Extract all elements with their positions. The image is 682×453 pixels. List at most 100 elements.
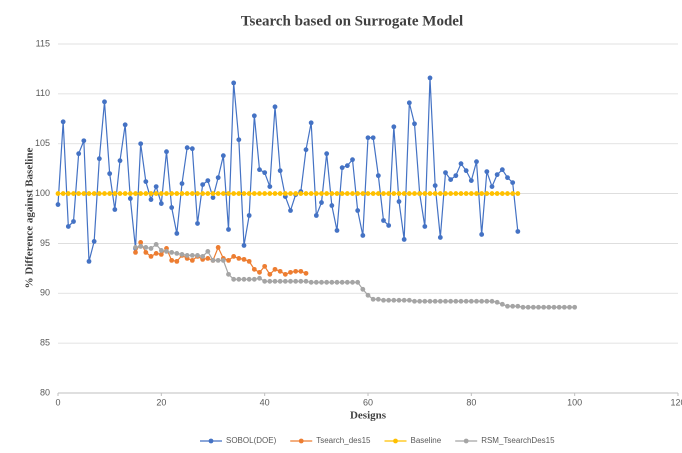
data-point — [288, 269, 293, 275]
data-point — [112, 191, 118, 196]
legend-item: RSM_TsearchDes15 — [455, 436, 555, 445]
data-point — [226, 271, 231, 277]
data-point — [427, 298, 433, 304]
data-point — [370, 296, 376, 302]
data-point — [267, 271, 273, 277]
data-point — [319, 191, 324, 196]
data-point — [293, 278, 299, 284]
data-point — [313, 213, 319, 218]
data-point — [153, 191, 159, 196]
data-point — [474, 159, 479, 165]
data-point — [412, 191, 417, 196]
data-point — [272, 278, 278, 284]
data-point — [277, 278, 283, 284]
series-line — [57, 77, 519, 262]
data-point — [91, 191, 97, 196]
data-point — [148, 197, 154, 202]
data-point — [272, 104, 278, 110]
data-point — [417, 191, 423, 196]
data-point — [520, 304, 526, 310]
data-point — [499, 301, 505, 307]
data-point — [117, 191, 123, 196]
data-point — [437, 235, 443, 240]
data-point — [179, 251, 185, 257]
data-point — [86, 258, 92, 264]
x-axis-label: Designs — [350, 410, 387, 422]
series-line — [135, 243, 575, 308]
data-point — [210, 195, 216, 200]
data-point — [81, 138, 87, 144]
data-point — [412, 121, 417, 127]
data-point — [551, 304, 557, 310]
data-point — [401, 297, 407, 303]
data-point — [122, 191, 128, 196]
legend-marker — [463, 438, 469, 444]
data-point — [375, 191, 381, 196]
data-point — [91, 239, 97, 244]
data-point — [241, 191, 247, 196]
data-point — [505, 303, 510, 309]
data-point — [148, 246, 154, 251]
data-point — [251, 276, 257, 282]
data-point — [112, 207, 118, 212]
data-point — [210, 257, 216, 263]
data-point — [257, 167, 262, 173]
data-point — [443, 298, 448, 304]
data-point — [303, 147, 309, 153]
data-point — [484, 298, 490, 304]
data-point — [195, 252, 200, 258]
data-point — [334, 279, 340, 285]
data-point — [117, 158, 123, 164]
data-point — [133, 191, 138, 196]
data-point — [339, 165, 345, 171]
data-point — [370, 191, 376, 196]
data-point — [288, 278, 293, 284]
data-point — [169, 205, 175, 210]
data-point — [195, 191, 200, 196]
data-point — [226, 257, 231, 263]
data-point — [158, 201, 164, 206]
data-point — [169, 250, 175, 255]
data-point — [375, 173, 381, 179]
data-point — [138, 141, 144, 147]
data-point — [324, 191, 330, 196]
data-point — [339, 279, 345, 285]
data-point — [468, 191, 474, 196]
data-point — [277, 191, 283, 196]
x-tick-label: 80 — [466, 397, 476, 407]
data-point — [257, 275, 262, 281]
data-point — [350, 191, 355, 196]
data-point — [505, 175, 510, 181]
data-point — [236, 137, 242, 143]
data-point — [453, 298, 459, 304]
data-point — [143, 245, 149, 250]
data-point — [65, 224, 71, 229]
data-point — [226, 227, 231, 232]
data-point — [572, 304, 578, 310]
data-point — [133, 250, 138, 255]
y-axis-label: % Difference against Baseline — [24, 148, 36, 289]
data-point — [458, 161, 464, 167]
data-point — [215, 175, 221, 181]
data-point — [236, 276, 242, 282]
data-point — [293, 191, 299, 196]
data-point — [246, 258, 252, 264]
data-point — [505, 191, 510, 196]
data-point — [396, 199, 402, 204]
legend-item: SOBOL(DOE) — [200, 436, 277, 445]
y-tick-label: 80 — [40, 387, 50, 397]
data-point — [453, 173, 459, 179]
data-point — [479, 298, 485, 304]
data-point — [293, 268, 299, 274]
data-point — [96, 156, 102, 162]
legend-label: Tsearch_des15 — [316, 436, 371, 445]
data-point — [158, 191, 164, 196]
data-point — [138, 191, 144, 196]
data-point — [546, 304, 552, 310]
data-point — [65, 191, 71, 196]
data-point — [567, 304, 572, 310]
chart-title: Tsearch based on Surrogate Model — [241, 13, 463, 29]
data-point — [360, 191, 366, 196]
data-point — [96, 191, 102, 196]
data-point — [308, 191, 314, 196]
